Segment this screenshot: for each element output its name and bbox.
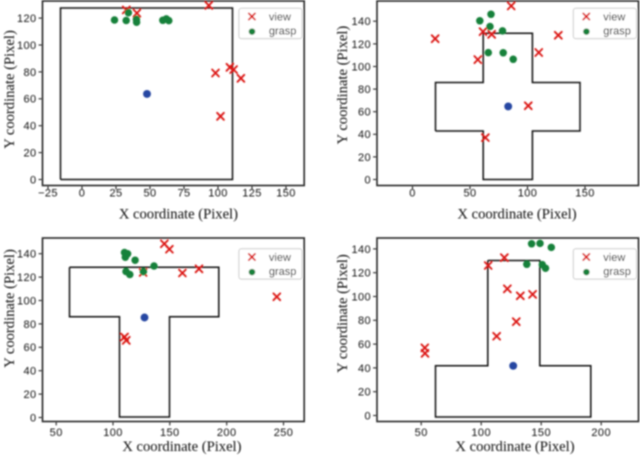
- svg-text:100: 100: [17, 40, 37, 52]
- svg-text:grasp: grasp: [603, 266, 631, 278]
- svg-text:0: 0: [409, 188, 416, 200]
- svg-text:120: 120: [17, 13, 37, 25]
- svg-text:50: 50: [50, 427, 63, 439]
- svg-text:40: 40: [358, 129, 371, 141]
- svg-text:50: 50: [463, 188, 476, 200]
- svg-text:100: 100: [351, 291, 371, 303]
- svg-text:20: 20: [358, 152, 371, 164]
- svg-text:40: 40: [23, 366, 36, 378]
- svg-text:80: 80: [358, 315, 371, 327]
- svg-text:20: 20: [23, 389, 36, 401]
- svg-text:0: 0: [30, 412, 37, 424]
- svg-text:120: 120: [17, 272, 37, 284]
- svg-text:view: view: [603, 252, 625, 264]
- svg-text:Y coordinate (Pixel): Y coordinate (Pixel): [2, 249, 18, 368]
- svg-text:40: 40: [358, 363, 371, 375]
- svg-text:100: 100: [471, 427, 491, 439]
- svg-text:Y coordinate (Pixel): Y coordinate (Pixel): [335, 26, 351, 145]
- svg-text:100: 100: [351, 61, 371, 73]
- svg-text:0: 0: [79, 188, 86, 200]
- svg-text:20: 20: [358, 387, 371, 399]
- svg-text:0: 0: [364, 174, 371, 186]
- svg-text:200: 200: [591, 427, 611, 439]
- svg-text:150: 150: [575, 188, 595, 200]
- svg-text:80: 80: [358, 84, 371, 96]
- svg-text:X coordinate (Pixel): X coordinate (Pixel): [119, 207, 238, 223]
- svg-text:grasp: grasp: [603, 26, 631, 38]
- svg-text:100: 100: [208, 188, 228, 200]
- svg-text:60: 60: [358, 107, 371, 119]
- svg-text:grasp: grasp: [269, 26, 297, 38]
- svg-text:100: 100: [17, 295, 37, 307]
- svg-text:40: 40: [23, 121, 36, 133]
- svg-text:60: 60: [358, 339, 371, 351]
- svg-text:60: 60: [23, 94, 36, 106]
- svg-text:200: 200: [217, 427, 237, 439]
- svg-text:150: 150: [276, 188, 296, 200]
- svg-text:0: 0: [364, 410, 371, 422]
- svg-text:100: 100: [103, 427, 123, 439]
- svg-text:−25: −25: [38, 188, 58, 200]
- svg-text:Y coordinate (Pixel): Y coordinate (Pixel): [2, 30, 18, 149]
- svg-text:X coordinate (Pixel): X coordinate (Pixel): [457, 207, 576, 223]
- svg-text:140: 140: [351, 16, 371, 28]
- svg-text:150: 150: [531, 427, 551, 439]
- svg-text:120: 120: [351, 39, 371, 51]
- svg-text:0: 0: [30, 174, 37, 186]
- svg-text:50: 50: [143, 188, 156, 200]
- svg-text:grasp: grasp: [269, 266, 297, 278]
- svg-text:150: 150: [160, 427, 180, 439]
- svg-text:25: 25: [109, 188, 122, 200]
- svg-text:120: 120: [351, 268, 371, 280]
- svg-text:X coordinate (Pixel): X coordinate (Pixel): [455, 439, 574, 455]
- svg-text:100: 100: [518, 188, 538, 200]
- svg-text:X coordinate (Pixel): X coordinate (Pixel): [122, 439, 241, 455]
- svg-text:80: 80: [23, 67, 36, 79]
- svg-text:140: 140: [351, 244, 371, 256]
- svg-text:view: view: [269, 252, 291, 264]
- svg-text:80: 80: [23, 319, 36, 331]
- svg-text:75: 75: [177, 188, 190, 200]
- svg-text:view: view: [269, 11, 291, 23]
- svg-text:140: 140: [17, 249, 37, 261]
- svg-text:20: 20: [23, 148, 36, 160]
- svg-text:Y coordinate (Pixel): Y coordinate (Pixel): [335, 254, 351, 373]
- svg-text:50: 50: [415, 427, 428, 439]
- svg-text:view: view: [603, 11, 625, 23]
- svg-text:125: 125: [242, 188, 262, 200]
- svg-text:250: 250: [274, 427, 294, 439]
- svg-text:60: 60: [23, 342, 36, 354]
